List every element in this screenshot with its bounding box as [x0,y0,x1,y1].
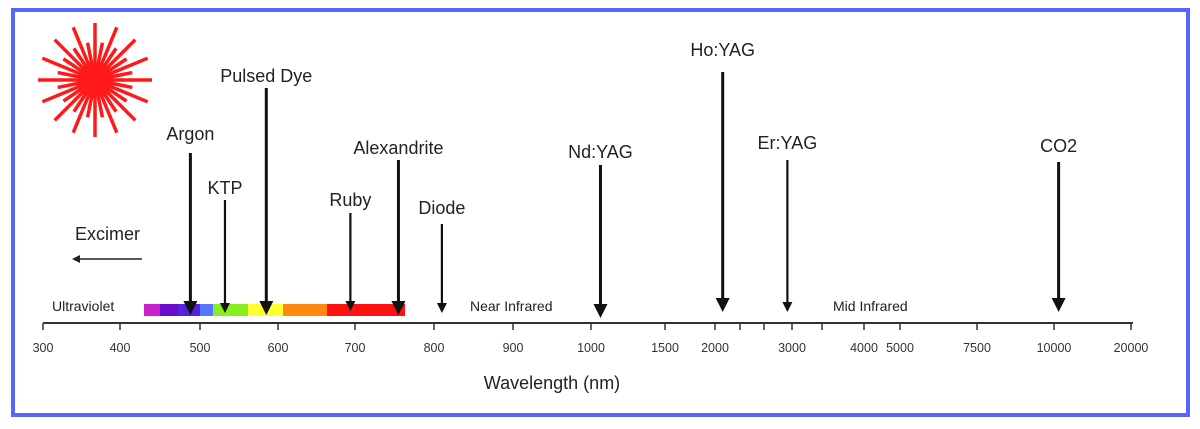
tick-label: 1000 [577,341,605,355]
axis-title: Wavelength (nm) [484,373,620,393]
tick-label: 7500 [963,341,991,355]
region-mid-infrared: Mid Infrared [833,298,908,314]
starburst-core [81,66,109,94]
arrow-down-icon [593,304,608,318]
arrow-down-icon [1051,298,1066,312]
laser-starburst-icon [38,23,152,137]
tick-label: 900 [503,341,524,355]
laser-label: Nd:YAG [568,142,633,162]
laser-diode: Diode [418,198,465,313]
tick-label: 5000 [886,341,914,355]
excimer-label: Excimer [75,224,140,244]
arrow-down-icon [259,301,274,315]
laser-label: Pulsed Dye [220,66,312,86]
tick-label: 600 [268,341,289,355]
arrow-down-icon [436,303,447,313]
region-ultraviolet: Ultraviolet [52,298,114,314]
arrow-down-icon [391,301,406,315]
spectrum-segment [160,304,178,316]
tick-label: 4000 [850,341,878,355]
tick-label: 10000 [1037,341,1072,355]
tick-label: 2000 [701,341,729,355]
spectrum-segment [283,304,327,316]
tick-label: 800 [424,341,445,355]
laser-alexandrite: Alexandrite [353,138,443,315]
laser-ktp: KTP [207,178,242,313]
arrow-down-icon [782,302,793,312]
tick-label: 700 [345,341,366,355]
arrow-down-icon [219,303,230,313]
laser-nd-yag: Nd:YAG [568,142,633,318]
laser-label: KTP [207,178,242,198]
laser-er-yag: Er:YAG [758,133,818,312]
region-near-infrared: Near Infrared [470,298,552,314]
arrow-down-icon [345,301,356,311]
laser-markers: Argon KTP Pulsed Dye Ruby Alexandrite Diode Nd… [166,40,1077,318]
tick-label: 20000 [1114,341,1149,355]
arrow-down-icon [183,301,198,315]
laser-label: CO2 [1040,136,1077,156]
spectrum-segment [144,304,160,316]
spectrum-segment [200,304,213,316]
visible-spectrum-bar [144,304,405,316]
excimer-left-arrow-icon [72,255,142,263]
arrow-down-icon [715,298,730,312]
laser-label: Diode [418,198,465,218]
laser-label: Er:YAG [758,133,818,153]
laser-pulsed-dye: Pulsed Dye [220,66,312,315]
spectrum-segment [327,304,405,316]
spectrum-segment [213,304,248,316]
laser-co2: CO2 [1040,136,1077,312]
tick-label: 3000 [778,341,806,355]
laser-label: Argon [166,124,214,144]
laser-label: Ho:YAG [690,40,755,60]
laser-argon: Argon [166,124,214,315]
tick-label: 1500 [651,341,679,355]
laser-label: Alexandrite [353,138,443,158]
tick-label: 400 [110,341,131,355]
tick-label: 300 [33,341,54,355]
axis-ticks: 300 400 500 600 700 800 900 1000 1500 2000 3000 400… [33,323,1149,355]
laser-label: Ruby [329,190,371,210]
tick-label: 500 [190,341,211,355]
laser-ho-yag: Ho:YAG [690,40,755,312]
laser-ruby: Ruby [329,190,371,311]
